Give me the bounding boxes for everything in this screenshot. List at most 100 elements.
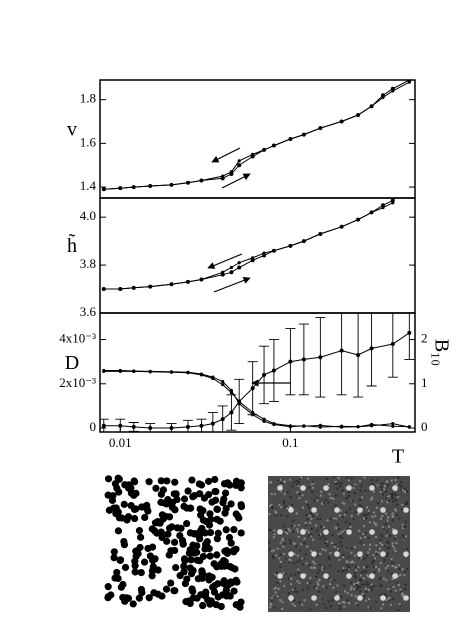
noise	[401, 489, 404, 492]
noise	[367, 509, 370, 512]
noise	[393, 537, 396, 540]
noise	[400, 481, 403, 484]
noise	[312, 560, 315, 563]
noise	[359, 480, 362, 483]
noise	[339, 485, 342, 488]
noise	[299, 549, 302, 552]
noise	[347, 602, 350, 605]
noise	[375, 523, 378, 526]
noise	[391, 514, 394, 517]
series-line	[103, 199, 394, 290]
noise	[355, 582, 358, 585]
noise	[401, 524, 404, 527]
noise	[308, 486, 311, 489]
noise	[391, 515, 394, 518]
data-point	[318, 355, 323, 360]
noise	[317, 533, 320, 536]
noise	[375, 544, 378, 547]
bright-spot	[392, 573, 398, 579]
noise	[396, 581, 399, 584]
noise	[337, 482, 340, 485]
data-point	[262, 148, 266, 152]
noise	[293, 587, 296, 590]
noise	[270, 597, 273, 600]
noise	[398, 517, 401, 520]
noise	[310, 483, 313, 486]
noise	[270, 550, 273, 553]
noise	[359, 536, 362, 539]
noise	[406, 567, 409, 570]
noise	[274, 586, 277, 589]
bright-spot	[346, 529, 352, 535]
particle	[152, 484, 160, 492]
bright-spot	[403, 507, 409, 513]
noise	[354, 595, 357, 598]
particle	[157, 528, 165, 536]
noise	[380, 534, 383, 537]
noise	[325, 541, 328, 544]
noise	[289, 496, 292, 499]
noise	[392, 545, 395, 548]
noise	[293, 604, 296, 607]
particle	[222, 526, 230, 534]
data-point	[186, 280, 190, 284]
noise	[275, 554, 278, 557]
y-tick-label: 2x10⁻³	[59, 375, 96, 390]
data-point	[262, 419, 266, 423]
particle	[121, 597, 129, 605]
noise	[293, 573, 296, 576]
noise	[311, 480, 314, 483]
data-point	[369, 346, 374, 351]
data-point	[118, 369, 122, 373]
noise	[288, 560, 291, 563]
particle	[157, 490, 165, 498]
particle	[135, 594, 143, 602]
noise	[298, 581, 301, 584]
noise	[310, 549, 313, 552]
noise	[324, 499, 327, 502]
noise	[360, 505, 363, 508]
noise	[404, 490, 407, 493]
noise	[385, 534, 388, 537]
noise	[296, 480, 299, 483]
noise	[381, 514, 384, 517]
particle	[135, 527, 144, 535]
noise	[310, 533, 313, 536]
noise	[374, 557, 377, 560]
data-point	[237, 399, 241, 404]
data-point	[340, 425, 344, 429]
noise	[332, 586, 335, 589]
noise	[279, 478, 282, 481]
noise	[276, 581, 279, 584]
noise	[273, 533, 276, 536]
data-point	[318, 126, 322, 130]
arrow	[221, 173, 251, 189]
noise	[386, 540, 389, 543]
data-point	[262, 417, 266, 421]
noise	[388, 525, 391, 528]
noise	[297, 572, 300, 575]
noise	[313, 562, 316, 565]
noise	[331, 542, 334, 545]
data-point	[237, 265, 242, 270]
noise	[390, 479, 393, 482]
bright-spot	[357, 551, 363, 557]
noise	[397, 496, 400, 499]
noise	[288, 558, 291, 561]
noise	[270, 493, 273, 496]
noise	[334, 480, 337, 483]
noise	[326, 544, 329, 547]
noise	[370, 583, 373, 586]
noise	[378, 568, 381, 571]
data-point	[237, 163, 242, 168]
noise	[343, 605, 346, 608]
noise	[342, 567, 345, 570]
noise	[361, 557, 364, 560]
data-point	[148, 184, 152, 188]
noise	[392, 492, 395, 495]
noise	[400, 591, 403, 594]
noise	[292, 542, 295, 545]
noise	[306, 581, 309, 584]
noise	[381, 543, 384, 546]
particle	[144, 507, 152, 515]
